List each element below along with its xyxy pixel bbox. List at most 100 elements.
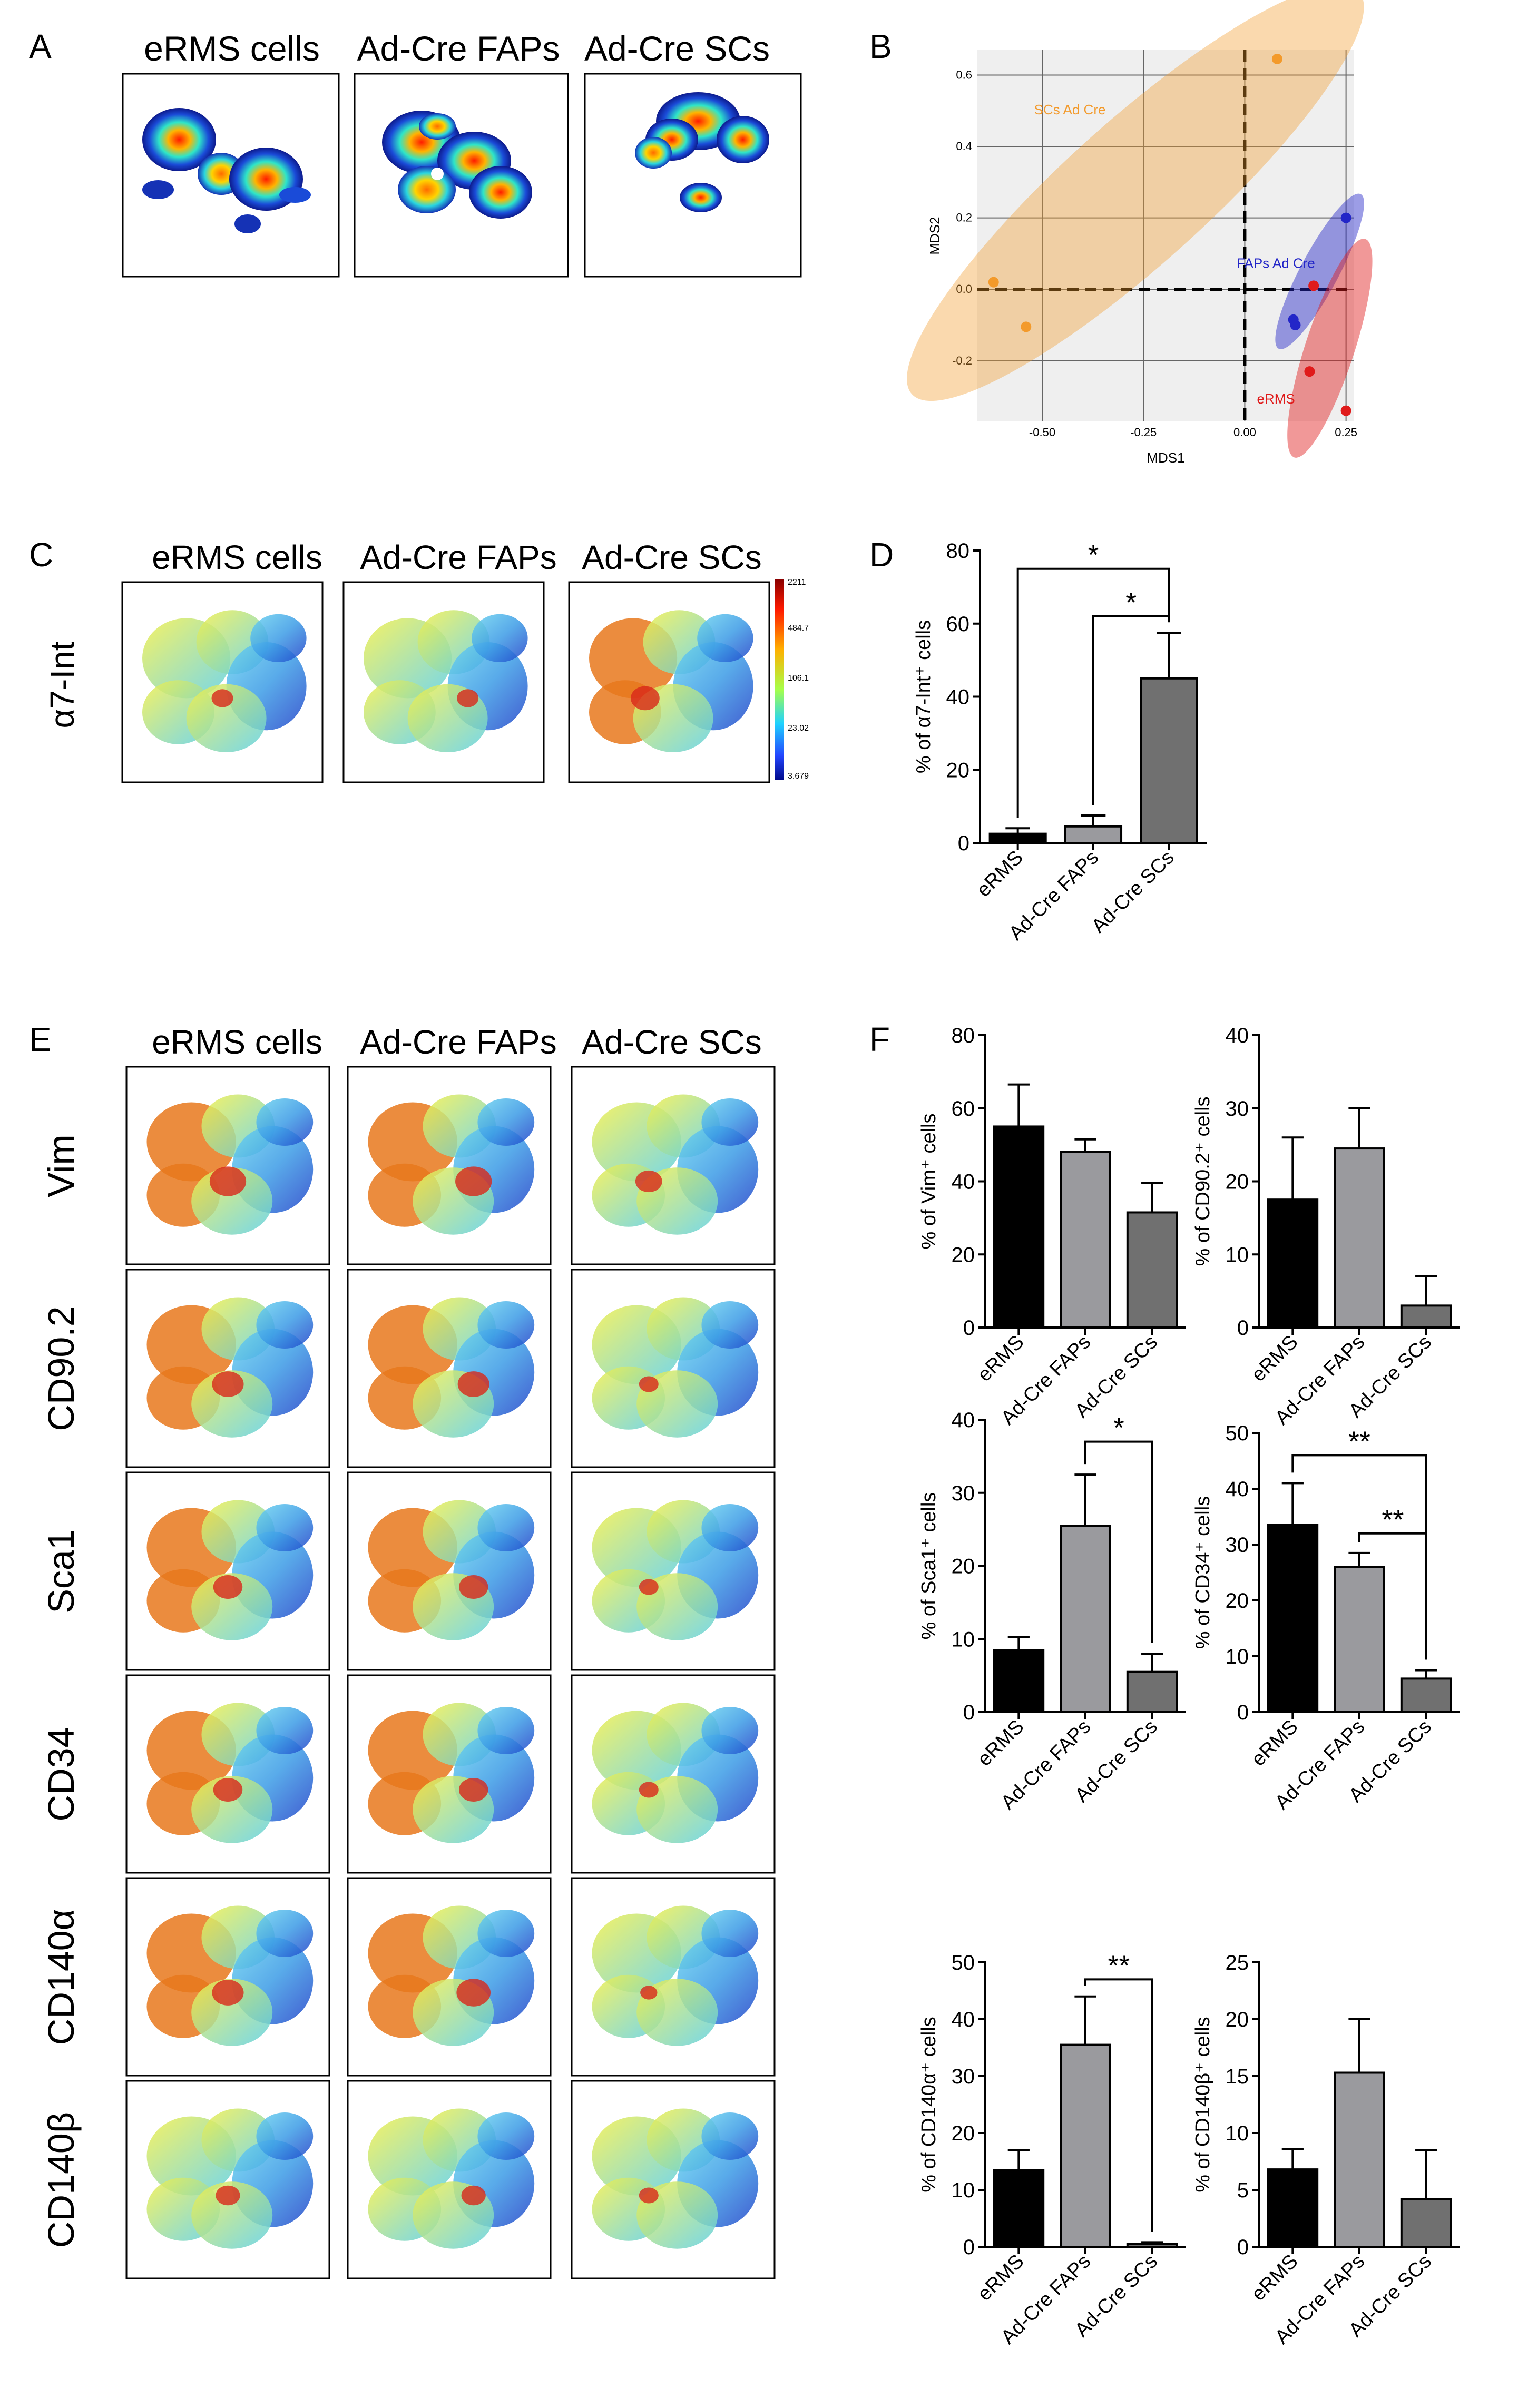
y-tick-label: 30 [1226,1534,1249,1557]
bar [993,1649,1045,1713]
x-tick-label: eRMS [1247,1716,1302,1771]
x-tick-label: -0.50 [1029,426,1055,439]
y-tick-label: 25 [1226,1951,1249,1974]
significance-bracket [1092,615,1170,805]
data-point [1340,405,1351,416]
series-label-SCs: SCs Ad Cre [1034,102,1106,117]
y-tick-label: 60 [952,1097,975,1121]
y-tick-label: 20 [952,2122,975,2145]
bar [1126,1670,1178,1713]
y-tick-label: 80 [946,539,970,563]
y-axis-label: % of CD90.2⁺ cells [1192,1096,1214,1266]
y-tick-label: 10 [952,1628,975,1651]
data-point [1308,280,1319,291]
bar [1126,1211,1178,1329]
series-label-eRMS: eRMS [1257,391,1295,407]
marker-label: Sca1 [41,1529,82,1614]
colorbar: 2211 484.7 106.1 23.02 3.679 [775,578,809,781]
significance-bracket [1358,1532,1427,1660]
significance-label: * [1113,1412,1124,1444]
x-axis-label: MDS1 [1147,450,1184,466]
y-tick-label: 0 [963,1701,975,1724]
y-tick-label: -0.2 [952,354,972,367]
y-tick-label: 0.4 [956,140,972,153]
bar [1060,1151,1111,1329]
y-tick-label: 80 [952,1024,975,1047]
marker-label: CD90.2 [41,1306,82,1431]
x-tick-label: eRMS [973,2250,1028,2305]
tsne-plot [342,581,545,783]
y-axis-label: % of CD34⁺ cells [1192,1496,1214,1649]
panel-label-B: B [869,27,892,65]
y-tick-label: 0.0 [956,282,972,296]
x-tick-label: -0.25 [1130,426,1157,439]
x-tick-label: eRMS [1247,2250,1302,2305]
tsne-plot [571,2080,776,2279]
tsne-plot [125,1471,330,1671]
y-tick-label: 10 [1226,1243,1249,1266]
density-plot-eRMS [122,73,340,278]
y-tick-label: 0 [958,832,969,855]
bar [1334,2071,1385,2248]
y-tick-label: 30 [952,2065,975,2088]
data-point [1304,366,1315,377]
tsne-plot [121,581,324,783]
significance-bracket [1084,1978,1153,2232]
panelC-header-SCs: Ad-Cre SCs [582,538,761,576]
panelE-header-FAPs: Ad-Cre FAPs [360,1023,556,1061]
y-tick-label: 50 [1226,1422,1249,1445]
panel-label-F: F [869,1020,890,1058]
tsne-plot [125,1066,330,1265]
y-axis-label: % of Sca1⁺ cells [918,1492,940,1640]
panel-label-E: E [29,1020,52,1058]
x-tick-label: 0.00 [1233,426,1256,439]
y-tick-label: 20 [946,759,970,782]
significance-bracket [1016,567,1170,818]
y-axis-label: % of α7-Int⁺ cells [913,620,935,773]
bar [1060,1525,1111,1713]
series-label-FAPs: FAPs Ad Cre [1237,255,1315,271]
bar [1267,1524,1319,1713]
y-tick-label: 10 [1226,2122,1249,2145]
data-point [988,277,999,288]
tsne-plot [571,1674,776,1874]
y-tick-label: 15 [1226,2065,1249,2088]
tsne-plot [125,1674,330,1874]
y-tick-label: 20 [952,1555,975,1578]
y-tick-label: 20 [1226,1171,1249,1194]
y-tick-label: 5 [1237,2179,1249,2202]
bar [1267,2168,1319,2248]
y-axis-label: % of Vim⁺ cells [918,1114,940,1250]
significance-label: ** [1348,1426,1370,1457]
tsne-plot [125,1269,330,1468]
y-axis-label: % of CD140β⁺ cells [1192,2017,1214,2192]
x-tick-label: eRMS [1247,1331,1302,1386]
y-tick-label: 40 [1226,1478,1249,1501]
marker-label: CD34 [41,1727,82,1822]
colorbar-tick-3: 23.02 [788,724,809,733]
bar [1064,825,1123,844]
mds-plot: -0.50 -0.25 0.00 0.25 0.6 0.4 0.2 0.0 -0.2 SCs Ad… [907,0,1373,466]
bar [1400,1677,1452,1713]
y-tick-label: 30 [1226,1097,1249,1121]
panelA-header-FAPs: Ad-Cre FAPs [357,29,560,68]
tsne-plot [347,2080,552,2279]
tsne-plot [571,1066,776,1265]
panelC-header-eRMS: eRMS cells [152,538,322,576]
tsne-plot [347,1877,552,2077]
panelA-header-SCs: Ad-Cre SCs [584,29,770,68]
density-plot-FAPs [354,73,569,278]
colorbar-tick-2: 106.1 [788,674,809,683]
tsne-plot [571,1471,776,1671]
y-tick-label: 40 [946,686,970,709]
significance-label: * [1088,539,1099,571]
y-tick-label: 0 [963,1316,975,1340]
x-tick-label: eRMS [973,847,1027,901]
bar [1400,2198,1452,2248]
significance-label: ** [1382,1504,1404,1536]
significance-bracket [1084,1440,1153,1643]
